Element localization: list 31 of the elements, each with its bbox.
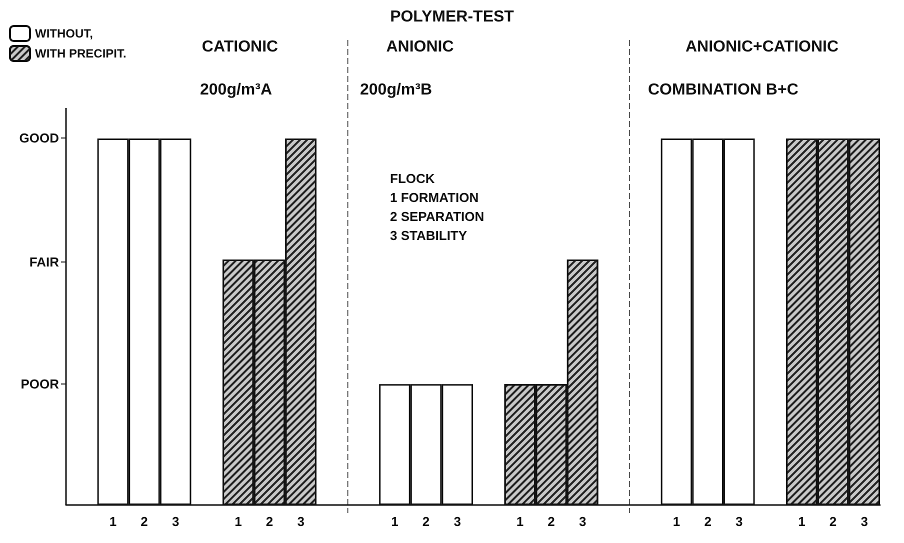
x-tick-label: 3 — [578, 514, 586, 529]
x-tick-label: 1 — [109, 514, 117, 529]
x-tick-label: 2 — [829, 514, 837, 529]
x-tick-label: 1 — [516, 514, 524, 529]
x-tick-label: 3 — [736, 514, 743, 529]
text: CATIONIC — [202, 38, 279, 56]
x-tick-label: 2 — [140, 514, 148, 529]
x-tick-label: 1 — [234, 514, 242, 529]
text: ANIONIC — [386, 38, 454, 56]
text: POOR — [20, 376, 60, 392]
text: ANIONIC+CATIONIC — [685, 38, 839, 56]
text: COMBINATION B+C — [648, 82, 799, 98]
x-tick-label: 3 — [454, 514, 461, 529]
text: 200g/m³B — [360, 82, 432, 98]
text: 200g/m³A — [200, 82, 272, 98]
legend-label: WITH PRECIPIT. — [35, 46, 126, 60]
x-tick-label: 1 — [391, 514, 398, 529]
x-tick-label: 2 — [266, 514, 274, 529]
x-tick-label: 2 — [422, 514, 430, 529]
chart-title: POLYMER-TEST — [390, 8, 514, 26]
text: FAIR — [29, 254, 60, 270]
x-tick-label: 3 — [297, 514, 304, 529]
annotation: FLOCK 1 FORMATION 2 SEPARATION 3 STABILITY — [390, 171, 484, 243]
x-tick-label: 3 — [172, 514, 180, 529]
x-tick-label: 3 — [860, 514, 868, 529]
x-tick-label: 2 — [704, 514, 712, 529]
text: GOOD — [19, 130, 59, 146]
x-tick-label: 1 — [672, 514, 680, 529]
legend-label: WITHOUT, — [35, 26, 93, 40]
x-tick-label: 2 — [548, 514, 555, 529]
x-tick-label: 1 — [798, 514, 806, 529]
